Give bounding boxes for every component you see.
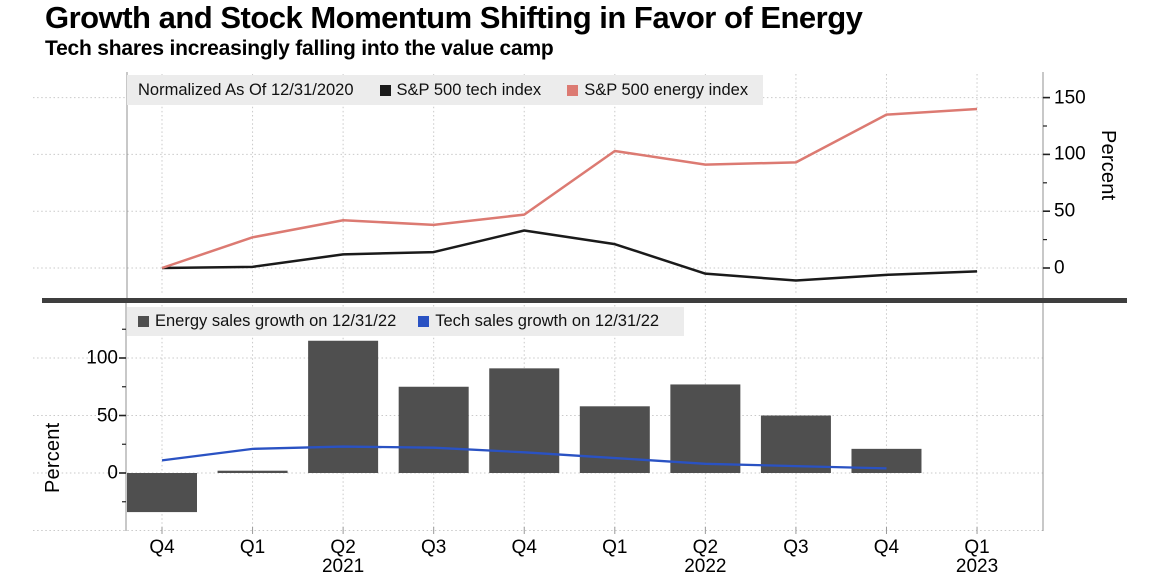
tech-index-swatch-icon [379,84,391,96]
legend-item-energy-sales: Energy sales growth on 12/31/22 [138,312,396,331]
legend-item-label: S&P 500 tech index [396,80,542,99]
legend-item-label: Energy sales growth on 12/31/22 [155,312,397,330]
x-year-label: 2022 [684,556,727,574]
legend-item-tech-sales: Tech sales growth on 12/31/22 [418,312,659,331]
x-year-label: 2023 [955,556,999,574]
x-tick-label: Q3 [420,537,447,558]
legend-item-label: S&P 500 energy index [584,80,749,99]
tech-sales-line [161,445,887,470]
energy-sales-bar [127,473,197,513]
bottom-y-tick-label: 100 [86,347,118,369]
chart-title: Growth and Stock Momentum Shifting in Fa… [45,0,863,35]
bottom-legend: Energy sales growth on 12/31/22 Tech sal… [127,307,684,336]
x-year-label: 2021 [321,556,365,574]
x-tick-label: Q1 [602,537,628,558]
bottom-y-tick-label: 0 [107,462,118,484]
x-tick-label: Q2 [330,537,356,558]
top-y-tick-label: 150 [1054,87,1086,109]
tech-index-line [161,229,978,282]
energy-sales-bar [851,448,922,473]
energy-index-swatch-icon [567,84,579,96]
energy-sales-bar [670,384,741,473]
x-tick-label: Q4 [511,537,537,558]
legend-item-energy-index: S&P 500 energy index [567,81,748,100]
energy-sales-bar [489,368,560,473]
x-tick-label: Q1 [239,537,266,558]
x-tick-label: Q4 [149,537,175,558]
panel-separator [42,298,1127,303]
legend-item-label: Tech sales growth on 12/31/22 [435,312,660,330]
chart-subtitle: Tech shares increasingly falling into th… [45,37,554,60]
energy-sales-bar [579,406,650,473]
energy-sales-swatch-icon [138,316,149,327]
x-tick-label: Q1 [964,537,990,558]
top-y-tick-label: 0 [1054,257,1065,279]
legend-item-tech-index: S&P 500 tech index [379,80,542,100]
top-legend: Normalized As Of 12/31/2020 S&P 500 tech… [127,75,763,105]
bottom-y-tick-label: 50 [96,405,118,426]
top-y-axis-title: Percent [1097,130,1119,201]
legend-note: Normalized As Of 12/31/2020 [138,80,354,99]
energy-sales-bar [760,415,831,473]
tech-sales-swatch-icon [418,316,430,327]
top-y-tick-label: 100 [1054,143,1086,165]
x-tick-label: Q4 [873,537,900,558]
x-tick-label: Q3 [783,537,809,558]
energy-sales-bar [398,386,469,473]
energy-sales-bar [308,340,379,473]
energy-index-line [161,107,978,270]
top-y-tick-label: 50 [1054,200,1076,222]
energy-sales-bar [217,470,288,473]
x-tick-label: Q2 [692,537,719,558]
